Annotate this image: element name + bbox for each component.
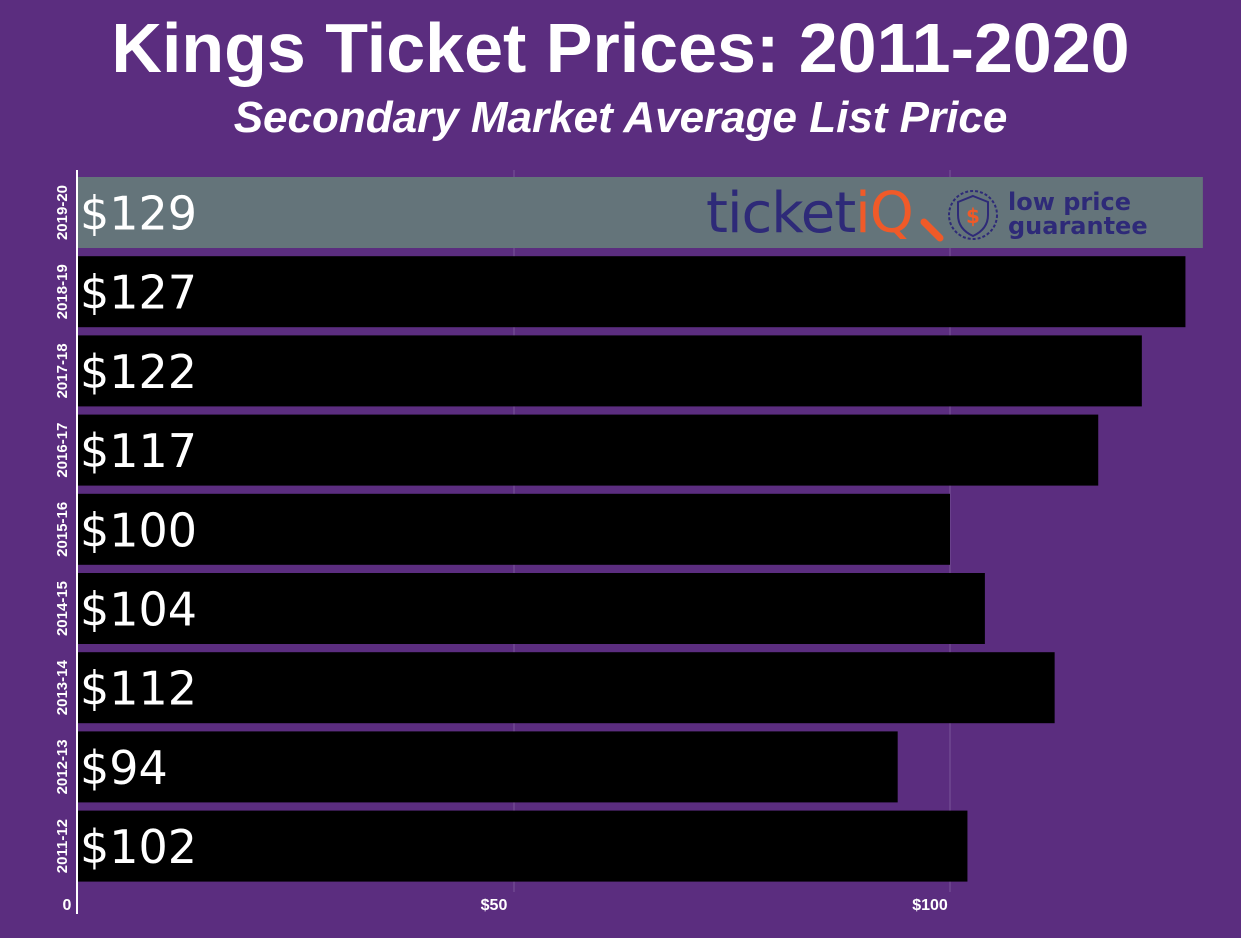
category-labels: 2019-20 2018-19 2017-18 2016-17 2015-16 2014-… bbox=[54, 185, 71, 873]
category-label: 2015-16 bbox=[54, 502, 71, 557]
category-label: 2019-20 bbox=[54, 185, 71, 240]
chart-title: Kings Ticket Prices: 2011-2020 bbox=[111, 9, 1130, 87]
category-label: 2017-18 bbox=[54, 343, 71, 398]
x-tick-label: $50 bbox=[481, 897, 508, 914]
bar-2015-16 bbox=[78, 493, 950, 565]
bar-2012-13 bbox=[78, 731, 898, 803]
shield-dollar-icon: $ bbox=[948, 190, 998, 240]
bar-2013-14 bbox=[78, 652, 1055, 724]
bar-value-label: $112 bbox=[80, 662, 197, 716]
badge-dollar: $ bbox=[966, 204, 980, 228]
bar-2018-19 bbox=[78, 256, 1186, 328]
x-tick-label: $100 bbox=[912, 897, 948, 914]
bar-2019-20 bbox=[78, 177, 1203, 248]
bar-2011-12 bbox=[78, 810, 968, 882]
ticketiq-logo: ticketiQ $ low price guarantee bbox=[706, 181, 1148, 246]
bar-value-label: $102 bbox=[80, 820, 197, 874]
bar-value-label: $129 bbox=[80, 187, 197, 241]
category-label: 2011-12 bbox=[54, 819, 71, 873]
category-label: 2014-15 bbox=[54, 581, 71, 636]
logo-line2: guarantee bbox=[1008, 212, 1148, 240]
chart-subtitle: Secondary Market Average List Price bbox=[233, 93, 1008, 142]
bars bbox=[78, 177, 1203, 882]
bar-2016-17 bbox=[78, 414, 1099, 486]
category-label: 2016-17 bbox=[54, 423, 71, 478]
logo-brand-accent: iQ bbox=[855, 181, 913, 246]
x-tick-labels: 0 $50 $100 bbox=[63, 897, 948, 914]
x-tick-label: 0 bbox=[63, 897, 72, 914]
bar-value-label: $127 bbox=[80, 266, 197, 320]
logo-brand-main: ticket bbox=[706, 181, 855, 246]
bar-2017-18 bbox=[78, 335, 1142, 407]
logo-line1: low price bbox=[1008, 188, 1131, 216]
category-label: 2012-13 bbox=[54, 739, 71, 794]
bar-2014-15 bbox=[78, 573, 985, 644]
bar-value-label: $117 bbox=[80, 424, 197, 478]
bar-value-label: $122 bbox=[80, 345, 197, 399]
svg-text:ticketiQ: ticketiQ bbox=[706, 181, 913, 246]
bar-value-label: $104 bbox=[80, 583, 197, 637]
bar-value-label: $100 bbox=[80, 503, 197, 557]
bar-value-labels: $129 $127 $122 $117 $100 $104 $112 $94 $102 bbox=[80, 187, 197, 875]
category-label: 2013-14 bbox=[54, 660, 71, 716]
bar-value-label: $94 bbox=[80, 741, 168, 795]
category-label: 2018-19 bbox=[54, 264, 71, 319]
